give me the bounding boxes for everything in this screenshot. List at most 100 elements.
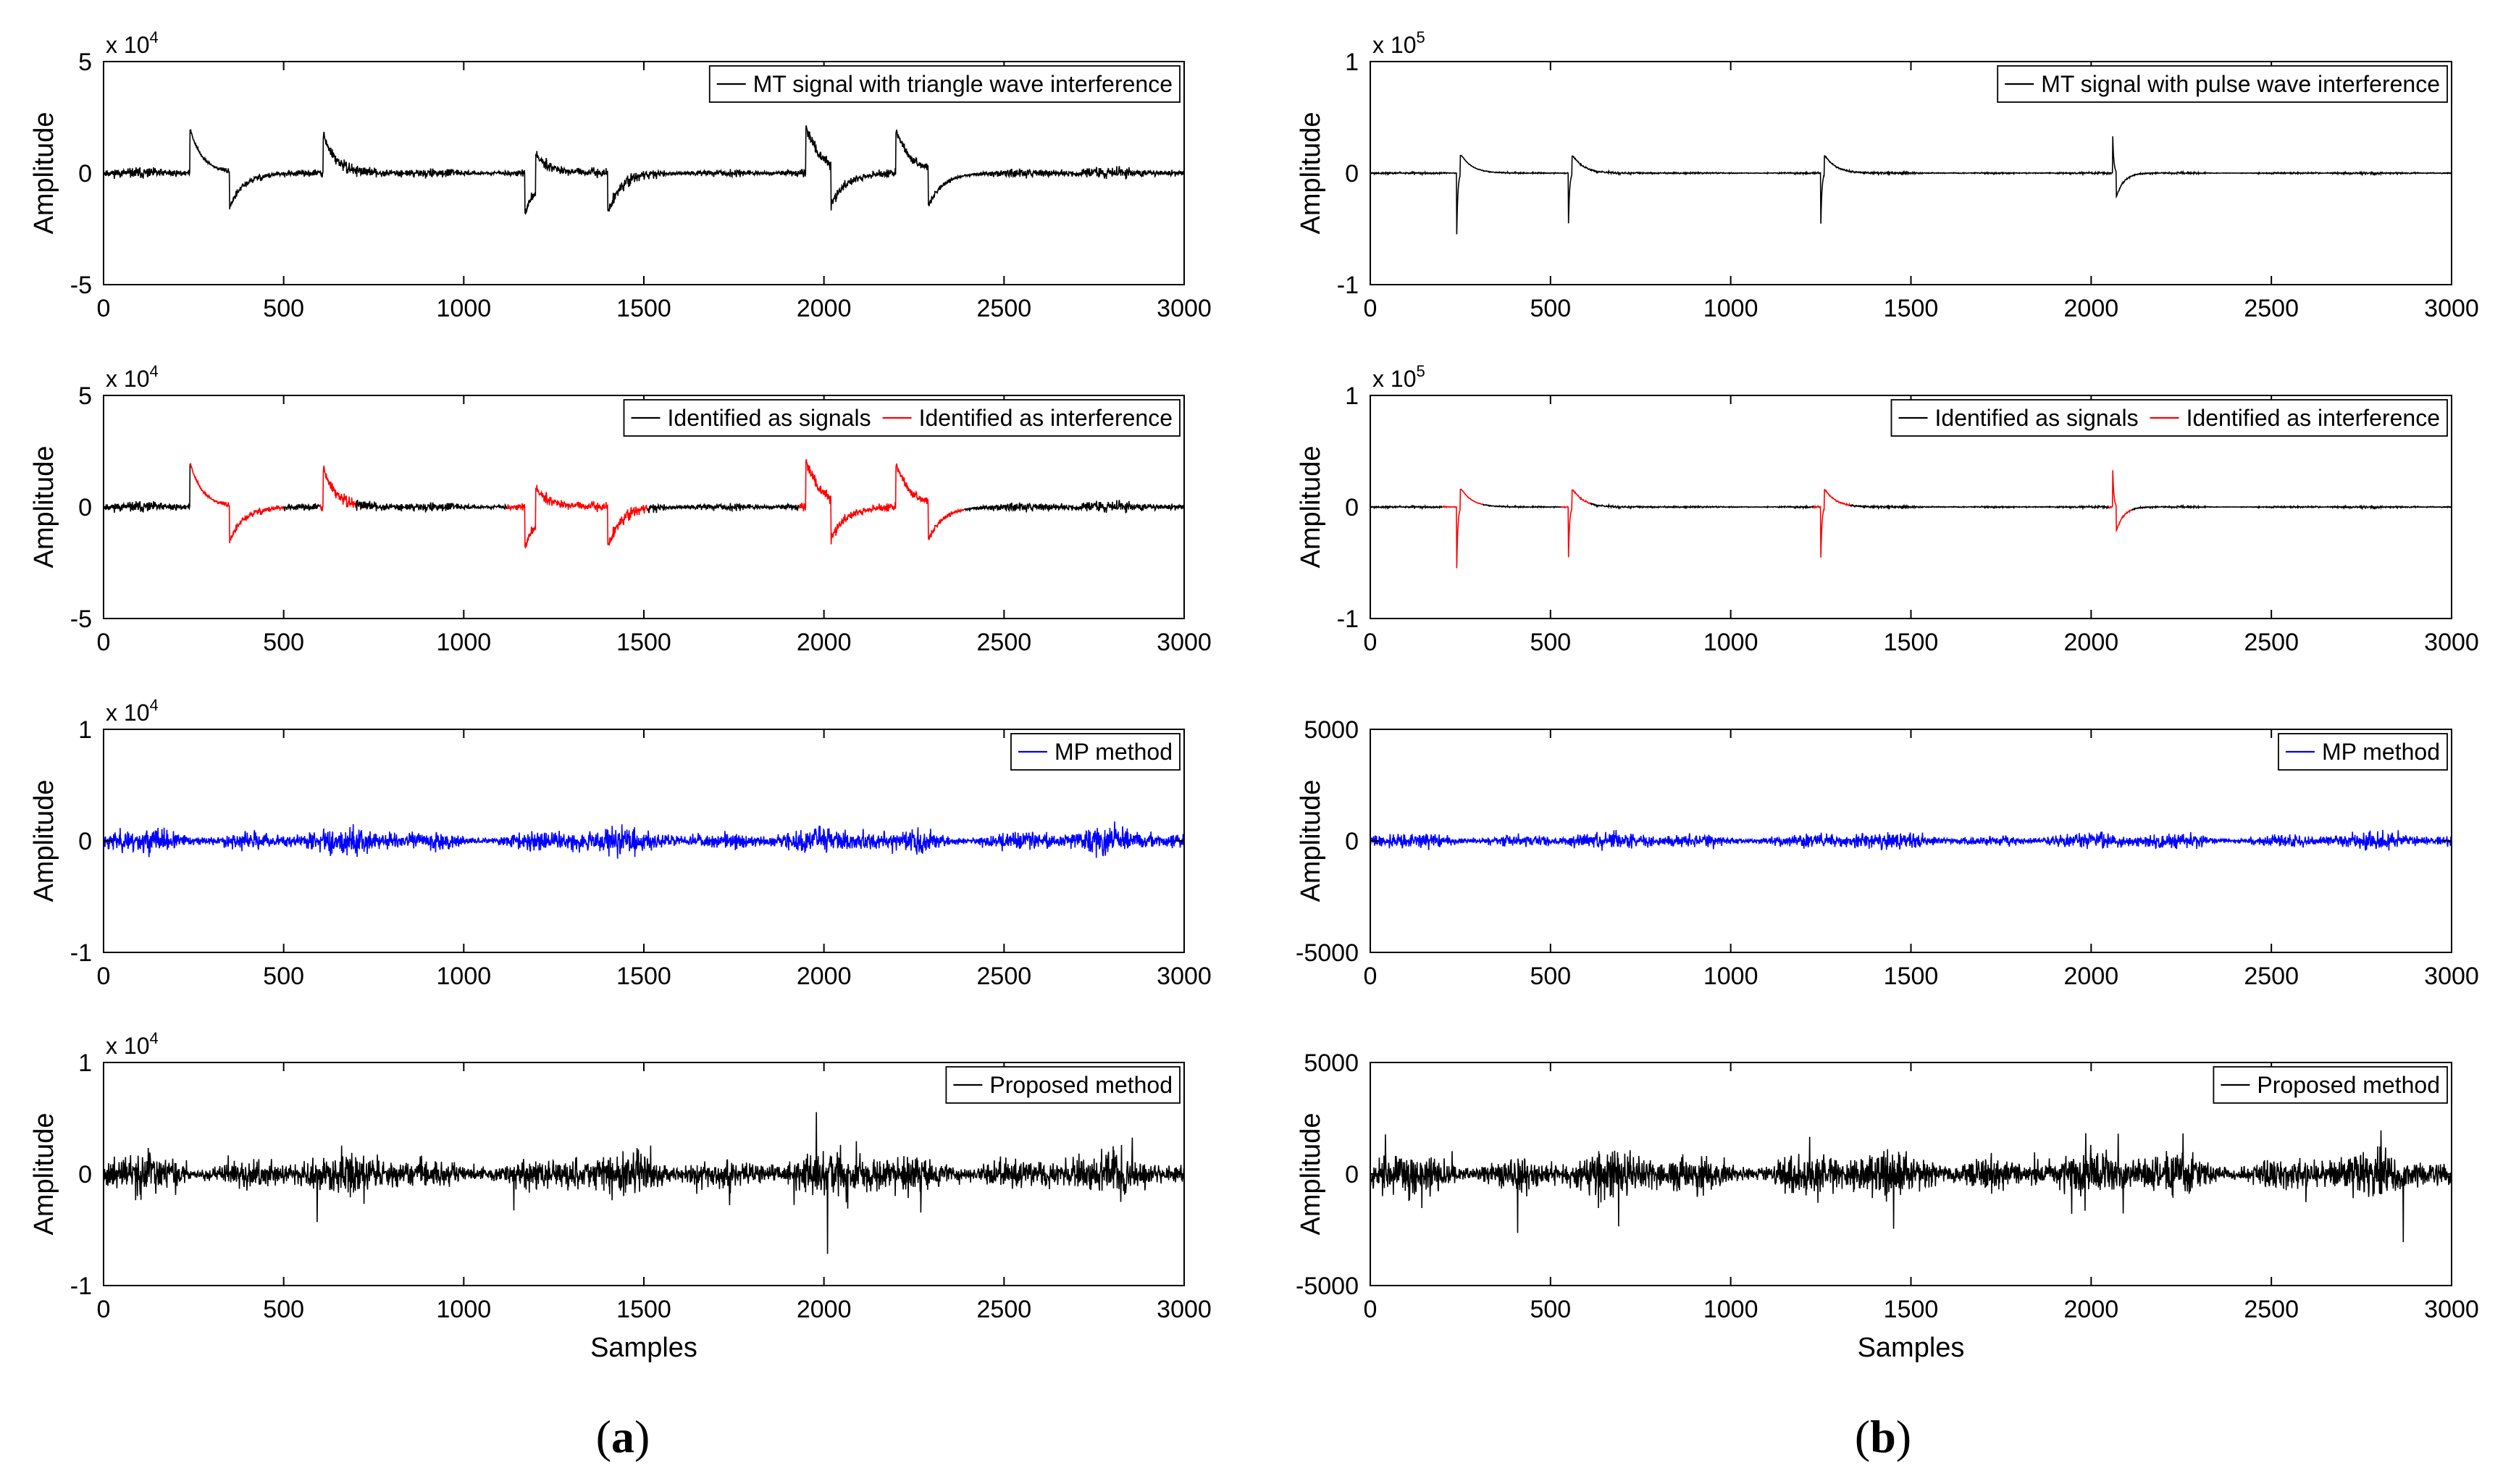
legend-a4: Proposed method <box>945 1066 1181 1104</box>
x-tick-label: 2000 <box>2064 963 2119 990</box>
y-axis-label: Amplitude <box>29 780 59 902</box>
legend-b2: Identified as signals Identified as inter… <box>1890 399 2448 437</box>
series-line-a3-signal-0 <box>104 821 1184 859</box>
series-line-a2-signal-8 <box>964 500 1184 513</box>
x-tick-label: 0 <box>1364 295 1378 322</box>
x-tick-label: 500 <box>263 295 304 322</box>
x-tick-label: 0 <box>97 629 111 656</box>
x-tick-label: 3000 <box>1157 1296 1212 1323</box>
x-tick-label: 2500 <box>2244 1296 2299 1323</box>
y-tick-label: -1 <box>70 1273 92 1300</box>
x-tick-label: 1000 <box>1703 295 1758 322</box>
x-tick-label: 1000 <box>437 629 492 656</box>
x-tick-label: 1500 <box>616 629 671 656</box>
x-tick-label: 500 <box>1530 1296 1571 1323</box>
series-line-b2-interference-5 <box>1813 488 1850 558</box>
legend-b4: Proposed method <box>2213 1066 2448 1104</box>
series-line-b2-interference-7 <box>2108 470 2131 533</box>
x-tick-label: 1500 <box>1884 1296 1939 1323</box>
series-line-b1-signal-0 <box>1370 136 2452 235</box>
legend-label: MT signal with triangle wave interferenc… <box>753 71 1173 97</box>
y-tick-label: 0 <box>78 494 92 521</box>
series-line-a1-signal-0 <box>104 125 1184 215</box>
series-line-b2-signal-0 <box>1370 503 1443 511</box>
x-tick-label: 1000 <box>437 963 492 990</box>
legend-label: Identified as signals <box>668 405 871 431</box>
x-tick-label: 500 <box>263 1296 304 1323</box>
y-tick-label: -1 <box>1337 605 1359 633</box>
series-line-b2-interference-3 <box>1561 489 1591 558</box>
axis-exponent: x 104 <box>106 28 159 58</box>
x-tick-label: 2000 <box>2064 295 2119 322</box>
series-line-b2-signal-6 <box>1849 503 2110 511</box>
x-tick-label: 3000 <box>1157 963 1212 990</box>
x-tick-label: 1000 <box>1703 629 1758 656</box>
x-tick-label: 1000 <box>437 1296 492 1323</box>
legend-b3: MP method <box>2278 733 2448 771</box>
x-tick-label: 3000 <box>2424 295 2479 322</box>
y-tick-label: 0 <box>1345 1161 1359 1189</box>
y-tick-label: -5000 <box>1296 939 1359 967</box>
axis-exponent: x 104 <box>106 1029 159 1059</box>
y-tick-label: -1 <box>70 939 92 967</box>
x-tick-label: 0 <box>1364 629 1378 656</box>
series-line-a2-interference-7 <box>798 459 965 545</box>
y-axis-label: Amplitude <box>1296 112 1326 235</box>
y-axis-label: Amplitude <box>1296 446 1326 569</box>
y-tick-label: 1 <box>1345 382 1359 410</box>
series-line-a2-signal-6 <box>647 502 800 513</box>
y-axis-label: Amplitude <box>1296 780 1326 902</box>
x-tick-label: 500 <box>1530 629 1571 656</box>
x-tick-label: 0 <box>97 1296 111 1323</box>
x-tick-label: 2500 <box>977 295 1032 322</box>
x-axis-label: Samples <box>590 1333 697 1363</box>
legend-a3: MP method <box>1010 733 1181 771</box>
x-tick-label: 2000 <box>797 295 852 322</box>
panel-label-b-text: b <box>1870 1411 1896 1462</box>
y-tick-label: 5 <box>78 382 92 410</box>
x-tick-label: 2000 <box>2064 629 2119 656</box>
x-tick-label: 2000 <box>797 1296 852 1323</box>
x-tick-label: 2500 <box>2244 963 2299 990</box>
y-axis-label: Amplitude <box>29 446 59 569</box>
legend-label: MP method <box>1055 739 1173 765</box>
x-tick-label: 500 <box>263 629 304 656</box>
panel-label-b: (b) <box>1855 1411 1911 1462</box>
x-tick-label: 1500 <box>1884 629 1939 656</box>
legend-label: Identified as interference <box>2187 405 2440 431</box>
x-tick-label: 1000 <box>437 295 492 322</box>
panel-label-a-text: a <box>611 1411 634 1462</box>
series-line-a4-signal-0 <box>104 1112 1184 1254</box>
y-tick-label: 0 <box>1345 494 1359 521</box>
y-axis-label: Amplitude <box>1296 1113 1326 1236</box>
y-tick-label: 1 <box>1345 49 1359 76</box>
legend-label: MT signal with pulse wave interference <box>2041 71 2440 97</box>
x-tick-label: 1000 <box>1703 963 1758 990</box>
series-line-b4-signal-0 <box>1370 1130 2452 1243</box>
axis-exponent: x 105 <box>1372 28 1425 58</box>
x-tick-label: 2500 <box>977 629 1032 656</box>
legend-box <box>1890 399 2448 437</box>
legend-label: Proposed method <box>989 1072 1173 1098</box>
x-tick-label: 0 <box>97 963 111 990</box>
y-tick-label: 0 <box>1345 828 1359 855</box>
y-tick-label: 0 <box>78 1161 92 1189</box>
axis-exponent: x 104 <box>106 362 159 392</box>
axis-exponent: x 105 <box>1372 362 1425 392</box>
series-line-b3-signal-0 <box>1370 829 2452 851</box>
legend-label: Identified as signals <box>1935 405 2139 431</box>
series-line-b2-signal-4 <box>1590 502 1814 511</box>
y-tick-label: 1 <box>78 1049 92 1077</box>
series-line-a2-interference-3 <box>319 465 357 512</box>
x-tick-label: 2500 <box>977 963 1032 990</box>
series-line-b2-signal-2 <box>1482 503 1561 509</box>
y-tick-label: 0 <box>1345 160 1359 188</box>
series-line-a2-signal-4 <box>355 499 508 513</box>
y-axis-label: Amplitude <box>29 112 59 235</box>
chart-b3: 0 500 1000 1500 2000 2500 300050000-5000Amplit… <box>1296 716 2479 990</box>
x-tick-label: 2000 <box>797 629 852 656</box>
